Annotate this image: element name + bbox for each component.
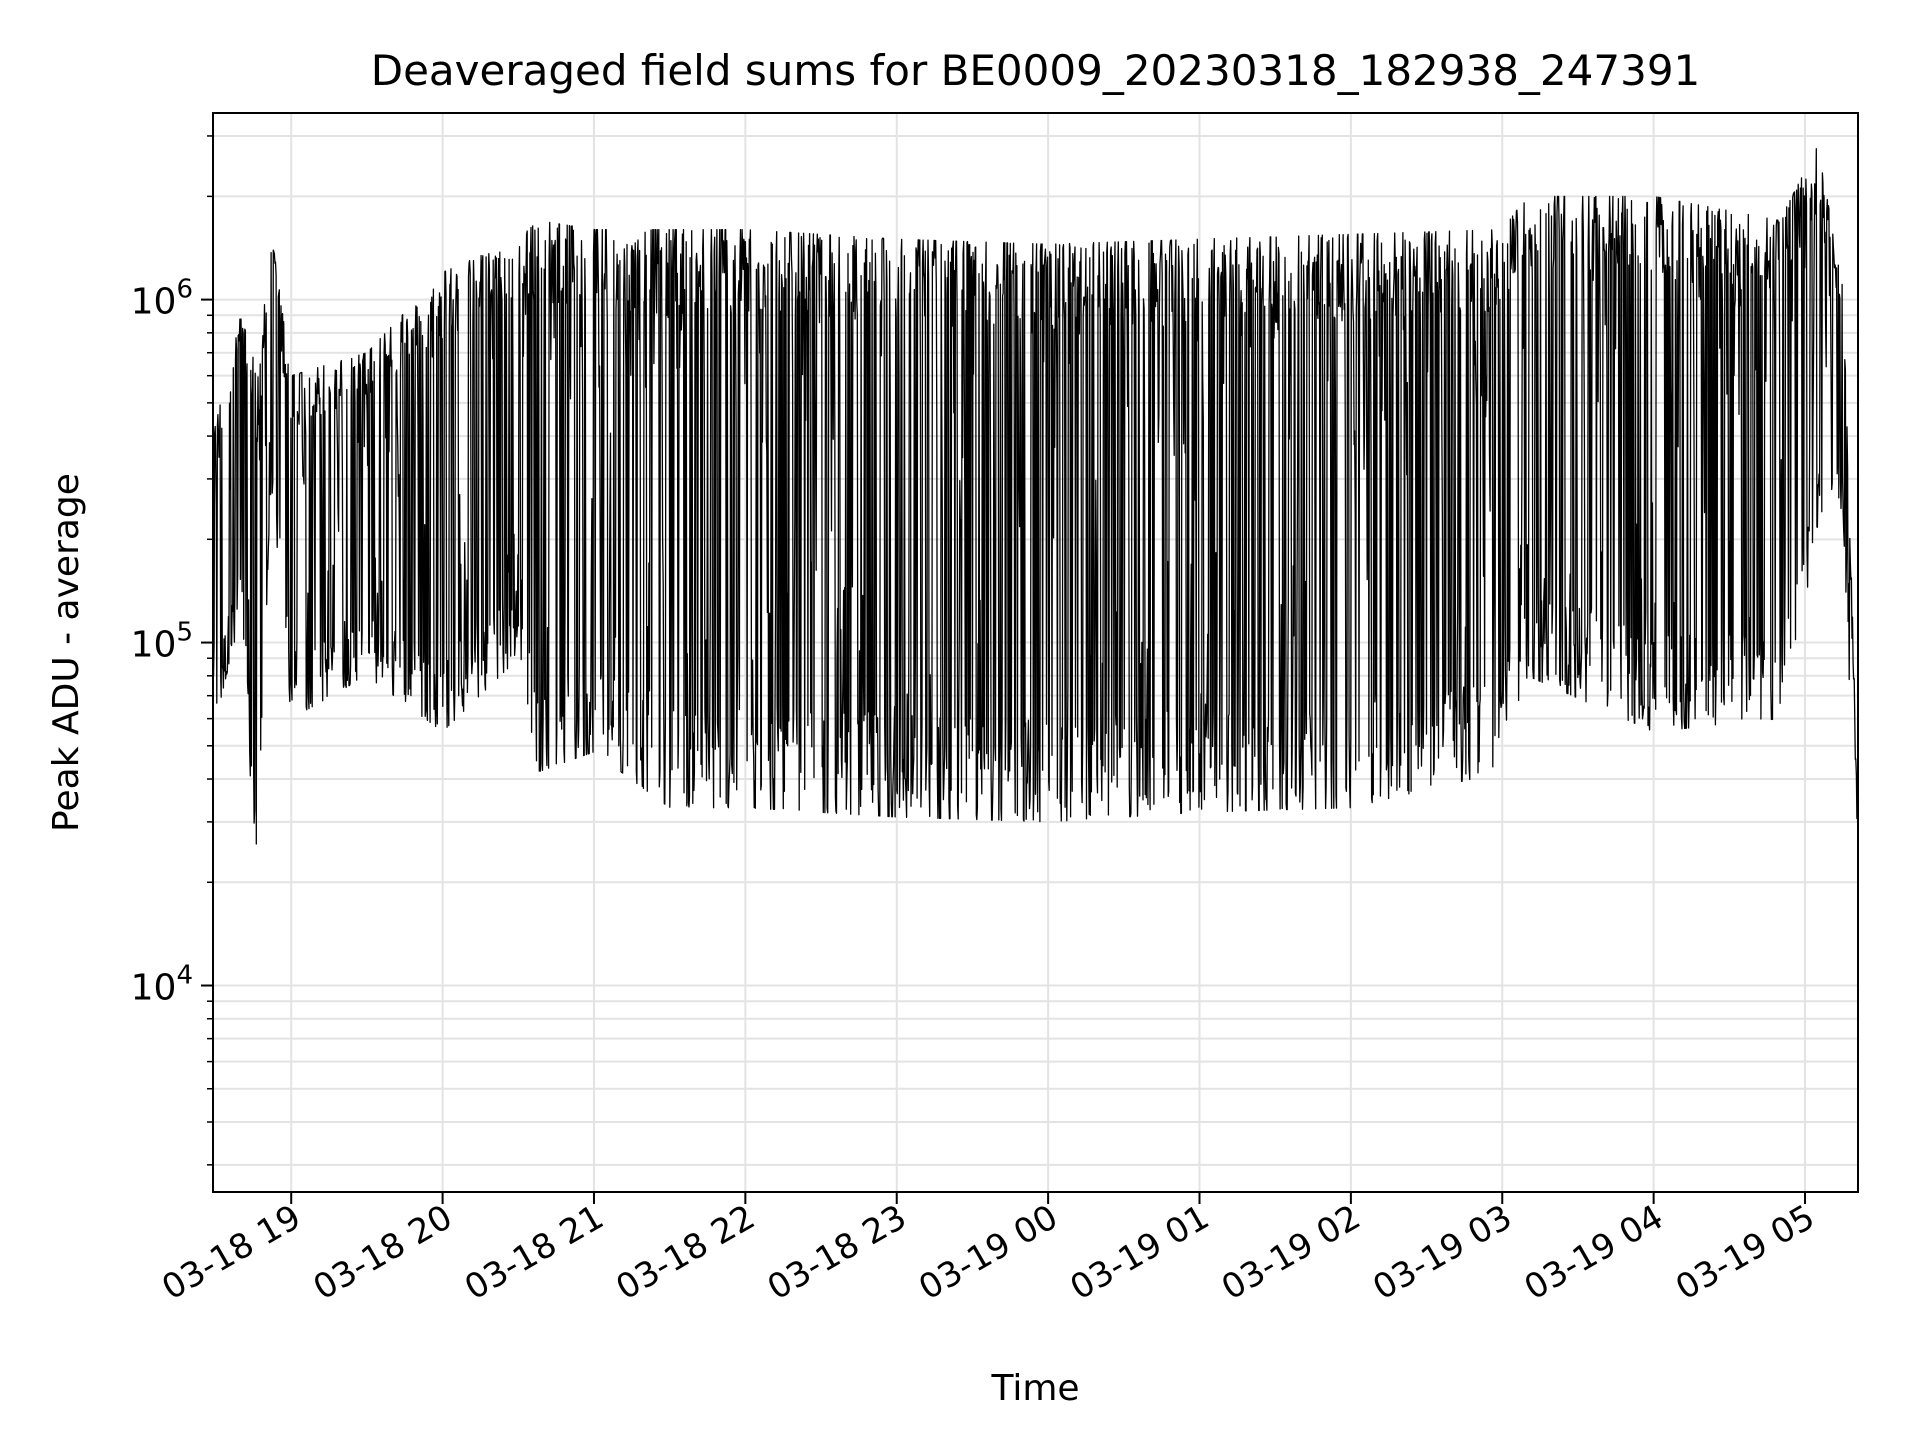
y-tick-exponent: 5	[176, 618, 193, 648]
y-tick-label: 104	[131, 961, 193, 1009]
x-axis-label: Time	[990, 1368, 1079, 1409]
y-tick-label: 105	[131, 618, 193, 666]
y-tick-label: 106	[131, 275, 193, 323]
chart-title: Deaveraged field sums for BE0009_2023031…	[371, 46, 1701, 95]
ticks	[201, 135, 1807, 1204]
series-line	[212, 148, 1859, 878]
data-layer	[212, 148, 1859, 878]
plot-frame	[212, 112, 1859, 1193]
y-axis-label: Peak ADU - average	[46, 473, 87, 832]
y-tick-base: 10	[131, 968, 177, 1009]
y-tick-base: 10	[131, 282, 177, 323]
y-tick-exponent: 6	[176, 275, 193, 305]
y-tick-base: 10	[131, 625, 177, 666]
y-tick-exponent: 4	[176, 961, 193, 991]
